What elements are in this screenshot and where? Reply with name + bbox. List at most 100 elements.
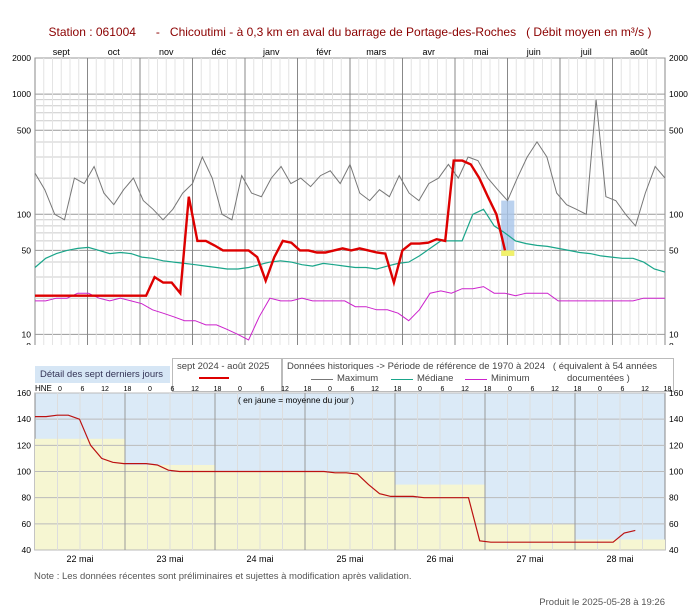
recent-mean-marker <box>501 250 515 256</box>
detail-ytick-label-right: 40 <box>669 545 679 555</box>
top-ytick-label-left: 50 <box>22 245 32 255</box>
detail-ytick-label-left: 100 <box>17 467 31 477</box>
hour-tick-label: 0 <box>58 386 62 393</box>
month-label: avr <box>422 47 435 57</box>
hour-tick-label: 12 <box>641 386 649 393</box>
detail-ytick-label-right: 60 <box>669 519 679 529</box>
top-ytick-label-right: 50 <box>669 245 679 255</box>
top-ytick-label-left: 1000 <box>12 89 31 99</box>
month-label: août <box>630 47 648 57</box>
hour-tick-label: 6 <box>351 386 355 393</box>
hour-tick-label: 12 <box>551 386 559 393</box>
detail-ytick-label-right: 80 <box>669 493 679 503</box>
hne-label: HNE <box>35 384 52 393</box>
hour-tick-label: 12 <box>371 386 379 393</box>
hour-tick-label: 6 <box>441 386 445 393</box>
top-ytick-label-left: 100 <box>17 209 31 219</box>
hour-tick-label: 18 <box>394 386 402 393</box>
top-ytick-label-right: 100 <box>669 209 683 219</box>
series-current-line <box>35 159 507 297</box>
footnote: Note : Les données récentes sont prélimi… <box>34 571 412 582</box>
month-label: oct <box>108 47 121 57</box>
hour-tick-label: 12 <box>281 386 289 393</box>
detail-day-label: 24 mai <box>246 554 273 564</box>
annual-flow-chart: 8 8 10 10 50 50 100 100 500 500 1000 1000 2000 2000 se… <box>12 47 688 345</box>
series-median-line <box>34 208 666 273</box>
max-swatch <box>311 379 333 380</box>
hour-tick-label: 18 <box>304 386 312 393</box>
month-label: sept <box>53 47 71 57</box>
top-ytick-label-right: 10 <box>669 329 679 339</box>
detail-day-label: 22 mai <box>66 554 93 564</box>
median-swatch <box>391 379 413 380</box>
detail-ytick-label-right: 120 <box>669 440 683 450</box>
top-ytick-label-left: 10 <box>22 329 32 339</box>
hourly-flow-line <box>35 414 636 543</box>
month-label: janv <box>262 47 280 57</box>
historical-legend: Données historiques -> Période de référe… <box>282 358 674 392</box>
month-label: juil <box>580 47 592 57</box>
top-ytick-label-right: 2000 <box>669 53 688 63</box>
hour-tick-label: 18 <box>574 386 582 393</box>
detail-day-label: 27 mai <box>516 554 543 564</box>
hour-tick-label: 12 <box>461 386 469 393</box>
hour-tick-label: 0 <box>508 386 512 393</box>
hour-tick-label: 18 <box>484 386 492 393</box>
top-ytick-label-left: 500 <box>17 125 31 135</box>
detail-ytick-label-left: 80 <box>22 493 32 503</box>
detail-ytick-label-right: 140 <box>669 414 683 424</box>
hour-tick-label: 12 <box>101 386 109 393</box>
detail-seven-days-label: Détail des sept derniers jours <box>35 366 170 383</box>
hour-tick-label: 12 <box>191 386 199 393</box>
current-period-legend: sept 2024 - août 2025 <box>172 358 282 392</box>
hour-tick-label: 0 <box>148 386 152 393</box>
series-maximum-line <box>34 99 666 227</box>
top-ytick-label-left: 8 <box>26 341 31 345</box>
hour-tick-label: 0 <box>328 386 332 393</box>
month-label: mars <box>366 47 386 57</box>
detail-ytick-label-left: 120 <box>17 440 31 450</box>
hour-tick-label: 0 <box>418 386 422 393</box>
min-swatch <box>465 379 487 380</box>
hour-tick-label: 6 <box>171 386 175 393</box>
min-legend-label: Minimum <box>491 373 530 384</box>
month-label: mai <box>474 47 489 57</box>
detail-day-label: 23 mai <box>156 554 183 564</box>
median-legend-label: Médiane <box>417 373 454 384</box>
month-label: déc <box>211 47 226 57</box>
yellow-mean-annotation: ( en jaune = moyenne du jour ) <box>238 395 354 405</box>
top-ytick-label-right: 8 <box>669 341 674 345</box>
month-label: févr <box>316 47 331 57</box>
hour-tick-label: 6 <box>81 386 85 393</box>
detail-ytick-label-left: 60 <box>22 519 32 529</box>
detail-ytick-label-left: 160 <box>17 388 31 398</box>
hour-tick-label: 0 <box>238 386 242 393</box>
documented-text: documentées ) <box>567 373 630 384</box>
detail-ytick-label-right: 160 <box>669 388 683 398</box>
top-ytick-label-right: 1000 <box>669 89 688 99</box>
detail-ytick-label-left: 140 <box>17 414 31 424</box>
hour-tick-label: 6 <box>261 386 265 393</box>
page-title: Station : 061004 - Chicoutimi - à 0,3 km… <box>48 25 652 39</box>
top-ytick-label-right: 500 <box>669 125 683 135</box>
hour-tick-label: 18 <box>124 386 132 393</box>
month-label: juin <box>526 47 541 57</box>
month-label: nov <box>159 47 174 57</box>
series-minimum-line <box>35 286 665 341</box>
top-ytick-label-left: 2000 <box>12 53 31 63</box>
current-period-label: sept 2024 - août 2025 <box>177 361 270 372</box>
detail-ytick-label-right: 100 <box>669 467 683 477</box>
hour-tick-label: 0 <box>598 386 602 393</box>
detail-day-label: 28 mai <box>606 554 633 564</box>
detail-day-label: 26 mai <box>426 554 453 564</box>
recent-days-highlight <box>501 200 515 256</box>
produced-timestamp: Produit le 2025-05-28 à 19:26 <box>539 597 665 608</box>
hour-tick-label: 6 <box>531 386 535 393</box>
hour-tick-label: 18 <box>664 386 672 393</box>
equivalent-years-text: ( équivalent à 54 années <box>552 361 657 372</box>
hour-tick-label: 18 <box>214 386 222 393</box>
hour-tick-label: 6 <box>621 386 625 393</box>
detail-ytick-label-left: 40 <box>22 545 32 555</box>
current-period-swatch <box>199 377 229 379</box>
